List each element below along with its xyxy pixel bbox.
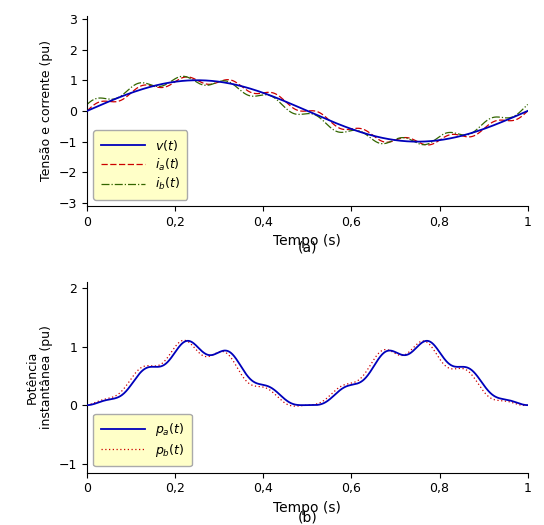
$i_{b}(t)$ <box>160 82 166 89</box>
Line: $v(t)$: $v(t)$ <box>87 80 528 142</box>
$p_{a}(t)$ <box>516 401 523 407</box>
$i_{b}(t)$ <box>180 73 186 79</box>
$i_{b}(t)$ <box>421 142 427 148</box>
$p_{a}(t)$ <box>184 338 191 344</box>
$i_{b}(t)$ <box>134 80 140 87</box>
$p_{a}(t)$ <box>468 367 475 373</box>
Line: $p_{b}(t)$: $p_{b}(t)$ <box>87 340 528 406</box>
Legend: $v(t)$, $i_{a}(t)$, $i_{b}(t)$: $v(t)$, $i_{a}(t)$, $i_{b}(t)$ <box>93 130 187 200</box>
$p_{b}(t)$ <box>253 383 259 390</box>
$i_{b}(t)$ <box>524 101 531 108</box>
$v(t)$ <box>160 80 166 87</box>
$v(t)$ <box>272 94 279 100</box>
$i_{a}(t)$ <box>84 108 90 114</box>
Line: $p_{a}(t)$: $p_{a}(t)$ <box>87 341 528 405</box>
Text: (a): (a) <box>298 240 317 255</box>
$i_{a}(t)$ <box>160 84 166 90</box>
$v(t)$ <box>253 87 259 93</box>
$v(t)$ <box>84 108 90 114</box>
$i_{b}(t)$ <box>516 109 523 116</box>
$v(t)$ <box>516 111 523 118</box>
$p_{b}(t)$ <box>134 368 140 374</box>
X-axis label: Tempo (s): Tempo (s) <box>274 235 341 248</box>
Line: $i_{b}(t)$: $i_{b}(t)$ <box>87 76 528 145</box>
$i_{b}(t)$ <box>272 95 279 101</box>
$p_{a}(t)$ <box>272 387 279 394</box>
$p_{a}(t)$ <box>253 380 259 386</box>
$p_{a}(t)$ <box>84 402 90 408</box>
$i_{a}(t)$ <box>424 142 431 148</box>
$p_{b}(t)$ <box>84 402 90 408</box>
$p_{b}(t)$ <box>292 403 299 410</box>
$i_{a}(t)$ <box>272 91 279 97</box>
Line: $i_{a}(t)$: $i_{a}(t)$ <box>87 77 528 145</box>
$i_{a}(t)$ <box>468 133 475 140</box>
$p_{b}(t)$ <box>468 372 475 378</box>
$i_{a}(t)$ <box>253 90 259 97</box>
$p_{a}(t)$ <box>160 362 166 369</box>
$i_{b}(t)$ <box>468 130 475 136</box>
$i_{a}(t)$ <box>184 74 190 80</box>
$p_{a}(t)$ <box>524 402 531 408</box>
$i_{a}(t)$ <box>134 85 140 91</box>
$v(t)$ <box>134 88 140 94</box>
$p_{a}(t)$ <box>299 402 306 408</box>
$i_{a}(t)$ <box>516 115 523 121</box>
$v(t)$ <box>194 77 201 83</box>
$p_{b}(t)$ <box>160 359 166 365</box>
$i_{a}(t)$ <box>524 108 531 114</box>
$p_{b}(t)$ <box>181 337 187 343</box>
Y-axis label: Tensão e corrente (pu): Tensão e corrente (pu) <box>40 40 53 182</box>
$p_{a}(t)$ <box>134 373 140 380</box>
$p_{b}(t)$ <box>272 392 279 398</box>
$v(t)$ <box>468 130 475 136</box>
Text: (b): (b) <box>298 511 317 524</box>
Y-axis label: Potência
instantânea (pu): Potência instantânea (pu) <box>26 326 53 429</box>
$v(t)$ <box>414 139 421 145</box>
X-axis label: Tempo (s): Tempo (s) <box>274 501 341 515</box>
$v(t)$ <box>524 108 531 114</box>
Legend: $p_{a}(t)$, $p_{b}(t)$: $p_{a}(t)$, $p_{b}(t)$ <box>93 414 191 466</box>
$i_{b}(t)$ <box>84 101 90 108</box>
$p_{b}(t)$ <box>524 402 531 408</box>
$p_{b}(t)$ <box>516 402 523 408</box>
$i_{b}(t)$ <box>253 93 259 99</box>
